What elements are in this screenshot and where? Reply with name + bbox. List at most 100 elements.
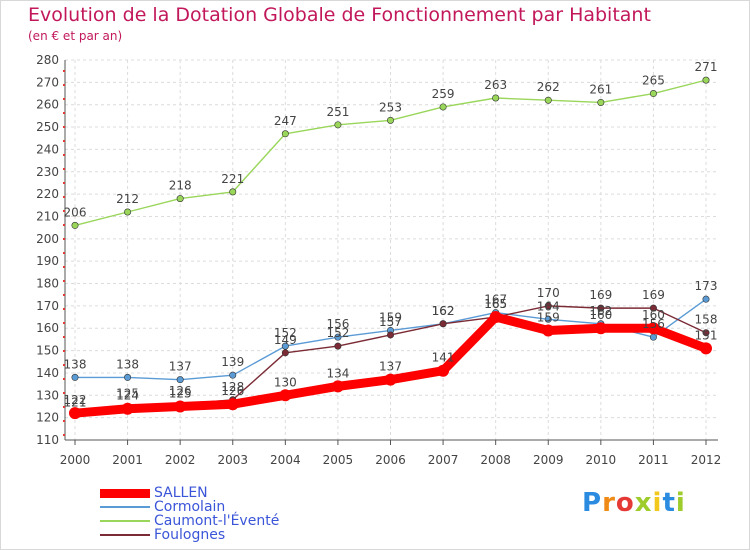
chart-legend: SALLEN Cormolain Caumont-l'Éventé Foulognes — [100, 486, 279, 542]
data-label-Foulognes: 128 — [221, 380, 244, 394]
data-point-Foulognes — [281, 349, 289, 357]
data-point-Foulognes — [439, 320, 447, 328]
y-axis-marker — [63, 126, 65, 128]
y-axis-marker — [63, 84, 65, 86]
data-point-Caumont-l'Éventé — [439, 103, 447, 111]
data-label-Cormolain: 156 — [642, 317, 665, 331]
data-label-Cormolain: 152 — [274, 326, 297, 340]
chart-subtitle: (en € et par an) — [28, 29, 123, 43]
data-point-Cormolain — [544, 315, 552, 323]
data-label-Cormolain: 164 — [537, 299, 560, 313]
data-label-Foulognes: 152 — [326, 326, 349, 340]
logo-letter: t — [662, 488, 676, 518]
y-axis-marker — [63, 182, 65, 184]
y-axis-marker — [63, 308, 65, 310]
legend-swatch — [100, 520, 150, 522]
y-tick-label: 150 — [36, 344, 59, 358]
y-tick-label: 160 — [36, 321, 59, 335]
logo-letter: P — [582, 488, 603, 518]
data-label-Cormolain: 159 — [379, 310, 402, 324]
legend-swatch — [100, 534, 150, 536]
data-label-Foulognes: 157 — [379, 315, 402, 329]
y-axis-marker — [63, 98, 65, 100]
data-label-Cormolain: 173 — [695, 279, 718, 293]
y-axis-marker — [63, 70, 65, 72]
data-label-Foulognes: 169 — [589, 288, 612, 302]
data-point-SALLEN — [542, 324, 555, 337]
x-tick-label: 2007 — [428, 453, 459, 467]
data-label-Cormolain: 156 — [326, 317, 349, 331]
x-tick-label: 2004 — [270, 453, 301, 467]
y-axis-marker — [63, 196, 65, 198]
data-point-Caumont-l'Éventé — [597, 98, 605, 106]
data-label-SALLEN: 141 — [432, 351, 455, 365]
logo-letter: r — [602, 488, 616, 518]
y-axis-marker — [63, 420, 65, 422]
x-tick-label: 2000 — [60, 453, 91, 467]
x-tick-label: 2006 — [375, 453, 406, 467]
data-point-Caumont-l'Éventé — [386, 116, 394, 124]
data-point-SALLEN — [331, 380, 344, 393]
legend-label: Cormolain — [154, 499, 226, 515]
data-label-SALLEN: 124 — [116, 389, 139, 403]
data-label-Caumont-l'Éventé: 251 — [326, 105, 349, 119]
data-label-Caumont-l'Éventé: 253 — [379, 100, 402, 114]
data-label-Caumont-l'Éventé: 218 — [169, 179, 192, 193]
data-point-SALLEN — [121, 402, 134, 415]
logo-letter: i — [652, 488, 663, 518]
data-label-SALLEN: 137 — [379, 360, 402, 374]
y-axis-marker — [63, 378, 65, 380]
data-point-Cormolain — [176, 376, 184, 384]
y-axis-marker — [63, 350, 65, 352]
data-point-SALLEN — [647, 322, 660, 335]
y-tick-label: 190 — [36, 254, 59, 268]
data-label-Caumont-l'Éventé: 263 — [484, 78, 507, 92]
y-tick-label: 250 — [36, 120, 59, 134]
y-axis-marker — [63, 406, 65, 408]
data-label-Foulognes: 121 — [64, 395, 87, 409]
proxiti-logo: Proxiti — [582, 488, 686, 518]
legend-item: Caumont-l'Éventé — [100, 514, 279, 528]
y-axis-marker — [63, 112, 65, 114]
y-tick-label: 270 — [36, 75, 59, 89]
data-point-Cormolain — [702, 295, 710, 303]
data-label-SALLEN: 160 — [642, 308, 665, 322]
legend-item: Cormolain — [100, 500, 279, 514]
data-point-Caumont-l'Éventé — [334, 121, 342, 129]
data-label-Cormolain: 137 — [169, 360, 192, 374]
data-point-Cormolain — [649, 333, 657, 341]
data-label-Foulognes: 158 — [695, 313, 718, 327]
y-tick-label: 180 — [36, 277, 59, 291]
data-point-Foulognes — [334, 342, 342, 350]
y-axis-marker — [63, 210, 65, 212]
y-tick-label: 260 — [36, 98, 59, 112]
y-axis-marker — [63, 252, 65, 254]
data-label-Caumont-l'Éventé: 262 — [537, 80, 560, 94]
y-axis-marker — [63, 434, 65, 436]
data-label-Foulognes: 162 — [432, 304, 455, 318]
y-axis-marker — [63, 294, 65, 296]
y-axis-marker — [63, 392, 65, 394]
y-axis-marker — [63, 154, 65, 156]
data-label-Caumont-l'Éventé: 206 — [64, 205, 87, 219]
data-point-Foulognes — [544, 302, 552, 310]
data-label-Foulognes: 126 — [169, 384, 192, 398]
data-label-SALLEN: 130 — [274, 375, 297, 389]
y-axis-marker — [63, 140, 65, 142]
data-label-SALLEN: 122 — [64, 393, 87, 407]
data-label-Foulognes: 125 — [116, 386, 139, 400]
data-point-Caumont-l'Éventé — [176, 195, 184, 203]
x-tick-label: 2002 — [165, 453, 196, 467]
data-point-Foulognes — [702, 329, 710, 337]
data-point-SALLEN — [700, 342, 712, 355]
data-label-SALLEN: 159 — [537, 310, 560, 324]
data-point-SALLEN — [489, 311, 502, 324]
y-tick-label: 240 — [36, 142, 59, 156]
data-label-Foulognes: 149 — [274, 333, 297, 347]
legend-label: Caumont-l'Éventé — [154, 513, 280, 529]
legend-label: SALLEN — [154, 485, 208, 501]
data-point-Cormolain — [334, 333, 342, 341]
x-tick-label: 2001 — [112, 453, 143, 467]
legend-item: Foulognes — [100, 528, 279, 542]
y-tick-label: 280 — [36, 53, 59, 67]
